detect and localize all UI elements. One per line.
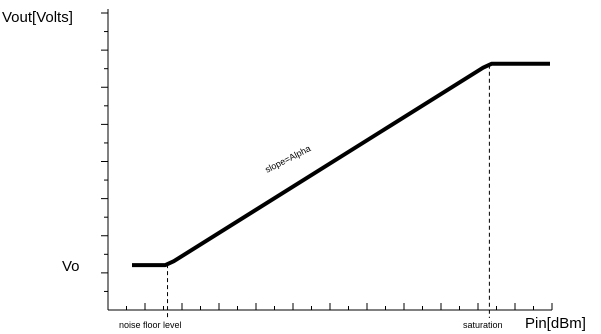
slope-label: slope=Alpha	[263, 143, 312, 175]
x-axis-label: Pin[dBm]	[525, 315, 586, 332]
y-axis-label: Vout[Volts]	[2, 9, 73, 26]
saturation-label: saturation	[463, 320, 503, 330]
y-tick-label-vo: Vo	[62, 258, 80, 275]
marker-lines	[167, 64, 490, 318]
noise-floor-label: noise floor level	[119, 320, 182, 330]
ticks	[101, 12, 553, 310]
axes	[107, 9, 552, 311]
series-line	[132, 61, 550, 268]
